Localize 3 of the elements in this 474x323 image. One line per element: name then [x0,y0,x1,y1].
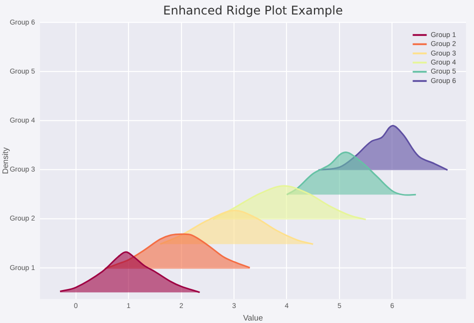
x-axis-title: Value [243,313,264,322]
y-axis-title: Density [1,147,10,174]
chart-title: Enhanced Ridge Plot Example [163,3,343,18]
